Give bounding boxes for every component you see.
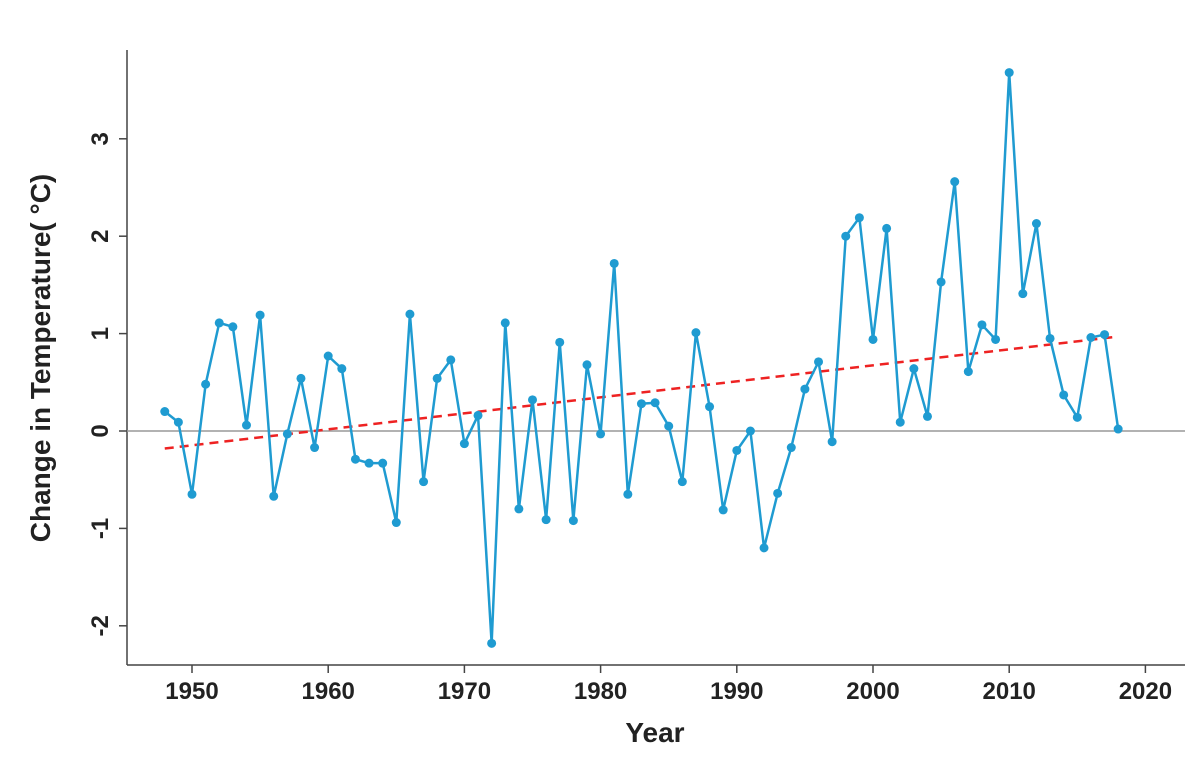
data-point-1994: [786, 443, 796, 453]
x-ticks: 1950 1960 1970 1980 1990 2000 2010 2020: [165, 665, 1172, 705]
data-point-1996: [814, 357, 824, 367]
y-axis-label: Change in Temperature( °C): [25, 174, 56, 543]
x-tick-label: 2000: [846, 678, 899, 705]
data-point-1971: [473, 410, 483, 420]
data-point-1981: [609, 258, 619, 268]
axes: [126, 50, 1185, 666]
data-point-1965: [391, 518, 401, 528]
data-point-1969: [446, 355, 456, 365]
data-point-1985: [664, 421, 674, 431]
data-point-1966: [405, 309, 415, 319]
data-point-1998: [841, 231, 851, 241]
data-point-1982: [623, 489, 633, 499]
data-point-2016: [1086, 332, 1096, 342]
data-point-1970: [459, 439, 469, 449]
data-point-1988: [705, 402, 715, 412]
trend-line: [164, 335, 1119, 450]
data-point-1967: [419, 477, 429, 487]
data-point-1979: [582, 360, 592, 370]
data-point-1974: [514, 504, 524, 514]
data-point-1948: [160, 407, 170, 417]
data-point-2007: [963, 367, 973, 377]
data-point-1991: [745, 426, 755, 436]
data-point-1980: [596, 429, 606, 439]
data-point-2002: [895, 417, 905, 427]
data-point-1975: [528, 395, 537, 405]
data-point-1960: [323, 351, 333, 361]
data-point-2003: [909, 364, 919, 374]
data-point-1955: [255, 310, 265, 320]
data-point-1997: [827, 437, 837, 447]
data-point-1950: [187, 489, 197, 499]
data-point-1952: [214, 318, 224, 328]
x-tick-label: 1950: [165, 678, 218, 705]
data-point-1958: [296, 373, 306, 383]
x-tick-label: 1980: [574, 678, 627, 705]
data-point-1984: [650, 398, 660, 408]
x-tick-label: 2020: [1119, 678, 1172, 705]
data-point-2014: [1059, 390, 1069, 400]
y-tick-label: 2: [87, 230, 114, 243]
data-point-1992: [759, 543, 769, 553]
data-point-2011: [1018, 289, 1028, 299]
y-tick-label: 1: [87, 327, 114, 340]
data-point-1990: [732, 445, 742, 455]
data-point-1953: [228, 322, 238, 332]
series-points: [160, 68, 1123, 648]
data-point-1951: [201, 379, 211, 389]
data-point-1987: [691, 328, 701, 338]
data-point-1964: [378, 458, 388, 468]
data-point-1983: [636, 399, 646, 409]
x-axis-label: Year: [625, 717, 684, 748]
series-line: [163, 72, 1120, 644]
y-tick-label: -1: [87, 518, 114, 539]
data-point-2004: [922, 411, 932, 421]
data-point-1961: [337, 364, 347, 374]
data-point-2009: [991, 334, 1001, 344]
y-ticks: -2 -1 0 1 2 3: [87, 132, 127, 636]
data-point-1949: [173, 417, 183, 427]
y-tick-label: 3: [87, 132, 114, 145]
data-point-2008: [977, 320, 987, 330]
data-point-2000: [868, 334, 878, 344]
data-point-1954: [241, 420, 251, 430]
data-point-2018: [1113, 424, 1123, 434]
data-point-1968: [432, 373, 442, 383]
data-point-1999: [854, 213, 864, 223]
data-point-2012: [1031, 219, 1041, 229]
data-point-2017: [1100, 330, 1110, 340]
x-tick-label: 1990: [710, 678, 763, 705]
data-point-1956: [269, 491, 279, 501]
data-point-2013: [1045, 333, 1055, 343]
y-tick-label: 0: [87, 424, 114, 437]
data-point-1986: [677, 477, 687, 487]
data-point-1976: [541, 515, 551, 525]
data-point-1978: [568, 516, 578, 526]
data-point-1959: [310, 443, 320, 453]
data-point-1972: [487, 638, 497, 648]
x-tick-label: 1960: [302, 678, 355, 705]
data-point-2001: [882, 223, 892, 233]
data-point-2005: [936, 277, 946, 287]
data-point-2006: [950, 177, 960, 187]
data-point-1973: [500, 318, 510, 328]
data-point-1977: [555, 337, 565, 347]
data-point-2010: [1004, 68, 1014, 78]
data-point-1957: [282, 429, 292, 439]
data-point-1963: [364, 458, 374, 468]
y-tick-label: -2: [87, 615, 114, 636]
data-point-1962: [350, 454, 360, 464]
data-point-1993: [773, 488, 783, 498]
data-point-2015: [1072, 412, 1082, 422]
x-tick-label: 1970: [438, 678, 491, 705]
x-tick-label: 2010: [983, 678, 1036, 705]
data-point-1995: [800, 384, 810, 394]
data-point-1989: [718, 505, 728, 515]
